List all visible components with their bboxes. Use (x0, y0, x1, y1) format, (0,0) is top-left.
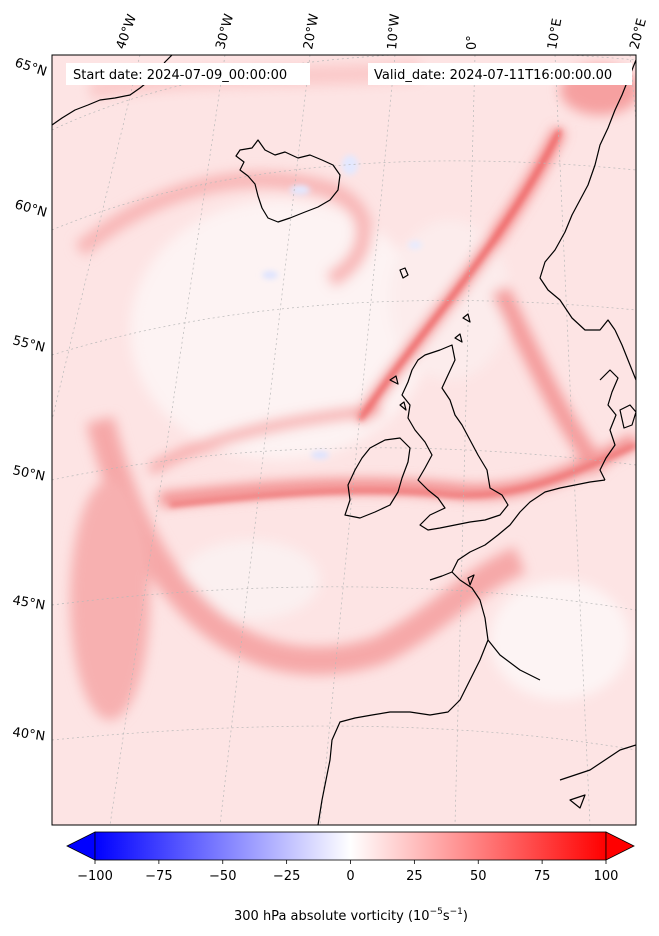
lat-label: 60°N (13, 197, 49, 220)
colorbar: −100 −75 −50 −25 0 25 50 75 100 300 hPa absolute… (66, 831, 635, 924)
coastlines (52, 55, 636, 825)
map-panel (52, 55, 636, 825)
colorbar-arrow-high (605, 831, 635, 861)
colorbar-tick-label: −50 (209, 869, 236, 884)
europe-coast (317, 479, 606, 825)
colorbar-body (94, 831, 607, 861)
ireland-coast (344, 437, 411, 519)
map-frame (51, 54, 637, 826)
norway-coast (539, 59, 636, 331)
colorbar-tick-label: 0 (346, 869, 354, 884)
lat-label: 50°N (11, 463, 46, 484)
iceland-coast (235, 139, 341, 223)
valid-date-label: Valid_date: 2024-07-11T16:00:00.00 (374, 68, 612, 83)
sweden-coast (614, 329, 636, 381)
colorbar-ticks: −100 −75 −50 −25 0 25 50 75 100 (77, 860, 618, 884)
colorbar-tick-label: −75 (145, 869, 172, 884)
lat-label: 55°N (11, 333, 46, 355)
lat-label: 45°N (11, 593, 46, 613)
great-britain-coast (401, 344, 509, 531)
colorbar-tick-label: 75 (534, 869, 551, 884)
colorbar-label-mid: s (443, 909, 450, 924)
colorbar-tick-label: −25 (273, 869, 300, 884)
denmark-coast (599, 369, 619, 481)
colorbar-tick-label: 25 (406, 869, 423, 884)
colorbar-label-exp1: −5 (430, 907, 443, 917)
colorbar-label-main: 300 hPa absolute vorticity (10 (234, 909, 430, 924)
lon-label: 10°E (545, 17, 565, 50)
lon-label: 0° (465, 35, 480, 50)
colorbar-label: 300 hPa absolute vorticity (10−5s−1) (234, 907, 468, 924)
lon-label: 20°W (301, 13, 322, 51)
lat-label: 40°N (11, 725, 46, 744)
start-date-label: Start date: 2024-07-09_00:00:00 (73, 68, 287, 83)
colorbar-arrow-low (66, 831, 96, 861)
colorbar-tick-label: −100 (77, 869, 113, 884)
lon-label: 10°W (385, 13, 403, 50)
colorbar-label-exp2: −1 (450, 907, 463, 917)
lat-label: 65°N (13, 56, 49, 80)
colorbar-tick-label: 50 (470, 869, 487, 884)
latitude-labels: 65°N 60°N 55°N 50°N 45°N 40°N (11, 56, 49, 745)
colorbar-label-end: ) (463, 909, 468, 924)
colorbar-tick-label: 100 (594, 869, 619, 884)
longitude-labels: 40°W 30°W 20°W 10°W 0° 10°E 20°E (114, 12, 650, 51)
lon-label: 30°W (213, 12, 237, 51)
mediterranean-coast (559, 744, 636, 781)
lon-label: 20°E (627, 17, 650, 51)
header: Start date: 2024-07-09_00:00:00 Valid_da… (66, 63, 632, 85)
lon-label: 40°W (114, 12, 140, 51)
